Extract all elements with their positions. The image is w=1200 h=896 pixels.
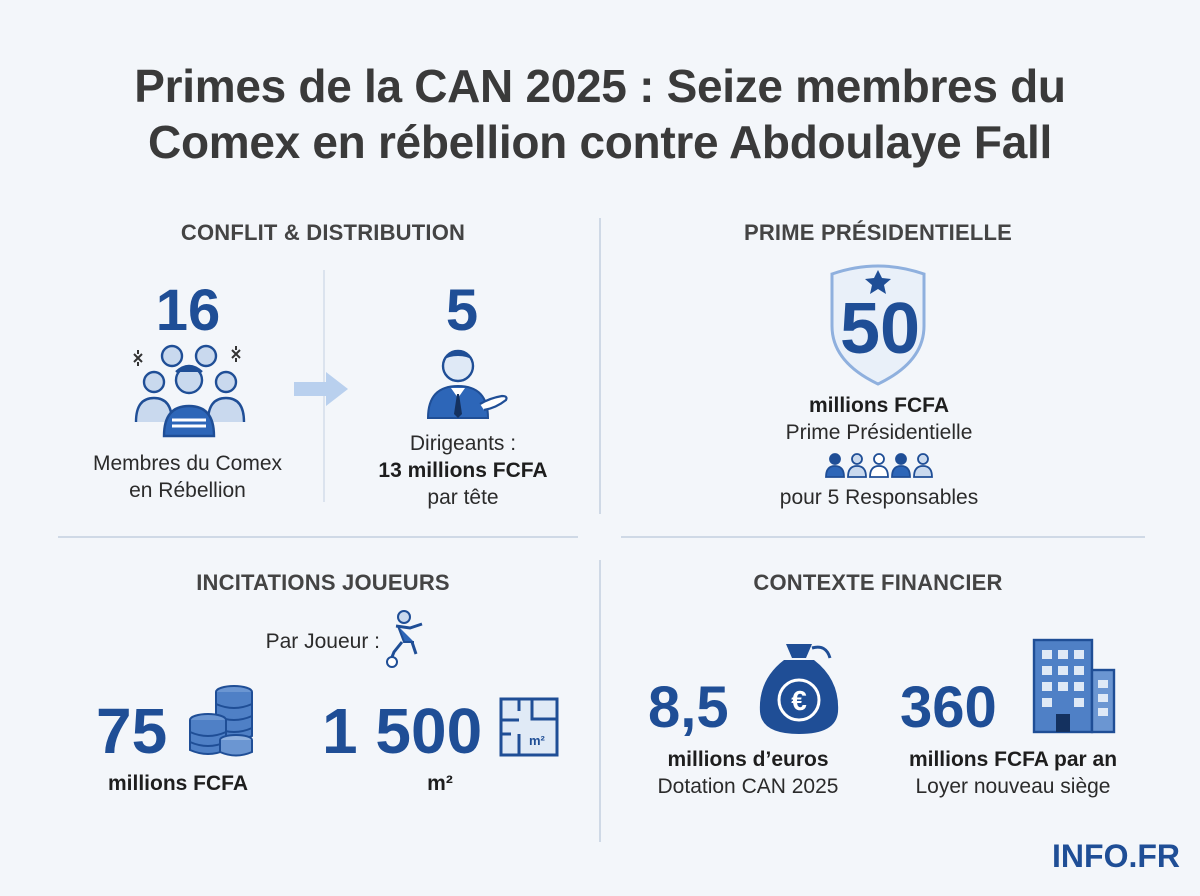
leaders-label: Dirigeants : (409, 432, 517, 455)
arrow-right-icon (292, 370, 352, 408)
divider-right-horizontal (621, 536, 1145, 538)
per-player-label: Par Joueur : (265, 630, 380, 653)
leaders-count: 5 (445, 278, 479, 343)
player-money-unit: millions FCFA (107, 772, 248, 795)
endowment-label: Dotation CAN 2025 (657, 775, 839, 798)
divider-left-horizontal (58, 536, 578, 538)
angry-group-icon (128, 342, 248, 438)
coins-icon (186, 684, 256, 760)
leaders-unit: par tête (427, 486, 499, 509)
presidential-amount: 50 (839, 289, 921, 369)
divider-bottom-vertical (599, 560, 601, 842)
shield-icon (818, 264, 938, 388)
presidential-label: Prime Présidentielle (785, 421, 973, 444)
title-line-1: Primes de la CAN 2025 : Seize membres du (134, 60, 1066, 112)
page-title: Primes de la CAN 2025 : Seize membres du… (0, 58, 1200, 170)
player-money-value: 75 (96, 695, 168, 767)
brand-logo: INFO.FR (1052, 838, 1180, 874)
player-land-value: 1 500 (322, 695, 483, 767)
financial-heading: CONTEXTE FINANCIER (753, 570, 1003, 595)
conflict-heading: CONFLIT & DISTRIBUTION (180, 220, 466, 245)
presidential-heading: PRIME PRÉSIDENTIELLE (743, 220, 1013, 245)
leaders-label-block: Dirigeants : 13 millions FCFA par tête (352, 430, 574, 511)
players-heading: INCITATIONS JOUEURS (196, 570, 450, 595)
floor-plan-icon: m² (498, 696, 560, 758)
businessman-icon (420, 344, 512, 420)
building-icon (1028, 636, 1118, 734)
presidential-unit: millions FCFA (808, 394, 949, 417)
endowment-value: 8,5 (648, 675, 729, 740)
leaders-amount: 13 millions FCFA (378, 459, 548, 482)
rent-value: 360 (900, 675, 997, 740)
rebels-label: Membres du Comex en Rébellion (60, 450, 315, 504)
rent-label-block: millions FCFA par an Loyer nouveau siège (880, 746, 1146, 800)
rent-unit: millions FCFA par an (908, 748, 1118, 771)
endowment-unit: millions d’euros (667, 748, 829, 771)
presidential-label-block: millions FCFA Prime Présidentielle (700, 392, 1058, 446)
rebels-count: 16 (155, 278, 221, 343)
footballer-icon (378, 610, 428, 668)
endowment-label-block: millions d’euros Dotation CAN 2025 (628, 746, 868, 800)
rebels-label-line-2: en Rébellion (129, 479, 246, 502)
rebels-label-line-1: Membres du Comex (92, 452, 283, 475)
player-land-unit: m² (427, 772, 453, 795)
title-line-2: Comex en rébellion contre Abdoulaye Fall (148, 116, 1052, 168)
rent-label: Loyer nouveau siège (915, 775, 1111, 798)
five-people-icon (824, 452, 936, 478)
floor-plan-label: m² (529, 733, 546, 748)
money-bag-icon: € (756, 636, 842, 736)
svg-text:€: € (791, 685, 807, 716)
presidential-recipients: pour 5 Responsables (779, 486, 979, 509)
divider-top-vertical (599, 218, 601, 514)
